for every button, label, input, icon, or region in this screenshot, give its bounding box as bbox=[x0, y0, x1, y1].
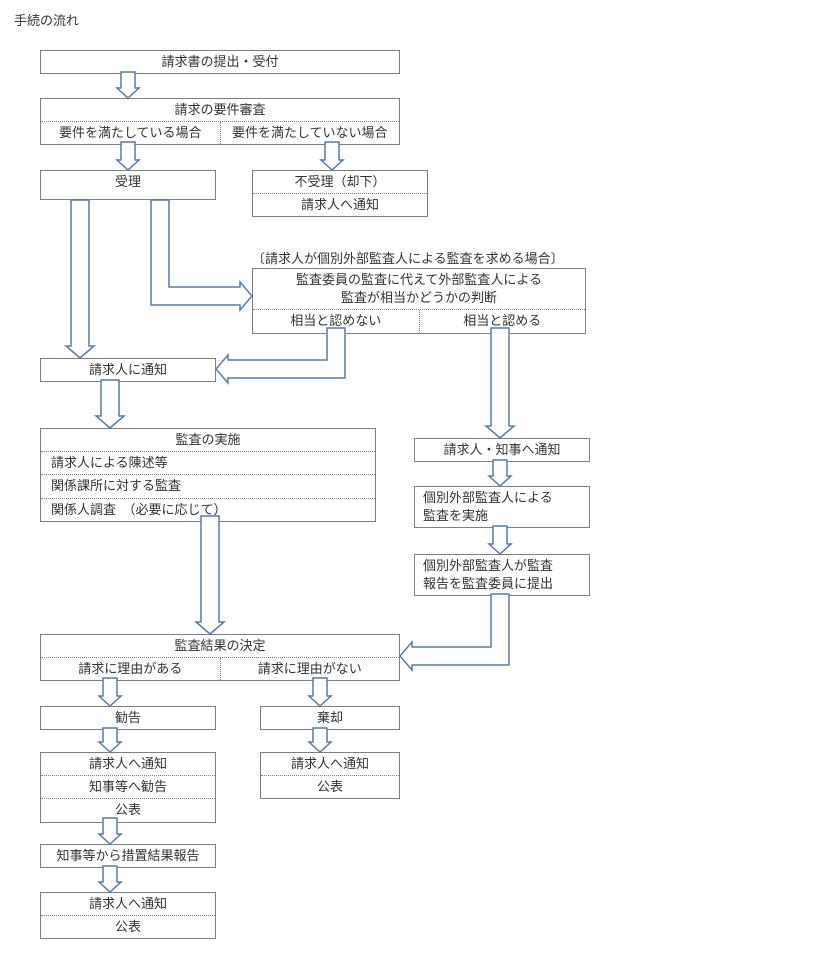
node-b16: 知事等から措置結果報告 bbox=[40, 844, 216, 868]
node-cell: 公表 bbox=[261, 776, 399, 798]
node-branch: 要件を満たしている場合 bbox=[41, 122, 221, 144]
page-title: 手続の流れ bbox=[14, 10, 79, 29]
node-b14: 請求人へ通知知事等へ勧告公表 bbox=[40, 752, 216, 823]
node-b3: 受理 bbox=[40, 170, 216, 200]
node-b5: 監査委員の監査に代えて外部監査人による監査が相当かどうかの判断相当と認めない相当… bbox=[252, 268, 586, 334]
node-line: 請求人による陳述等 bbox=[41, 452, 375, 475]
node-line: 関係課所に対する監査 bbox=[41, 475, 375, 498]
node-branch: 請求に理由がない bbox=[221, 658, 400, 680]
node-cell: 請求人へ通知 bbox=[41, 753, 215, 776]
node-b11: 監査結果の決定請求に理由がある請求に理由がない bbox=[40, 634, 400, 681]
node-cell: 請求人へ通知 bbox=[261, 753, 399, 776]
node-b10: 個別外部監査人が監査報告を監査委員に提出 bbox=[414, 554, 590, 596]
node-cell: 棄却 bbox=[261, 707, 399, 729]
node-cell: 知事等から措置結果報告 bbox=[41, 845, 215, 867]
node-cell: 不受理（却下） bbox=[253, 171, 427, 194]
node-branch: 請求に理由がある bbox=[41, 658, 221, 680]
node-b4: 不受理（却下）請求人へ通知 bbox=[252, 170, 428, 217]
node-header: 請求の要件審査 bbox=[41, 99, 399, 122]
node-line: 関係人調査 （必要に応じて） bbox=[41, 499, 375, 521]
node-cell: 請求人に通知 bbox=[41, 359, 215, 381]
node-cell: 請求書の提出・受付 bbox=[41, 51, 399, 73]
node-b8: 請求人・知事へ通知 bbox=[414, 438, 590, 462]
node-cell: 請求人へ通知 bbox=[253, 194, 427, 216]
node-cell: 請求人・知事へ通知 bbox=[415, 439, 589, 461]
node-b7: 監査の実施請求人による陳述等関係課所に対する監査関係人調査 （必要に応じて） bbox=[40, 428, 376, 522]
node-cell: 受理 bbox=[41, 171, 215, 193]
external-audit-note: 〔請求人が個別外部監査人による監査を求める場合〕 bbox=[252, 248, 564, 267]
node-header: 監査の実施 bbox=[41, 429, 375, 452]
node-header: 監査委員の監査に代えて外部監査人による監査が相当かどうかの判断 bbox=[253, 269, 585, 310]
node-branch: 相当と認める bbox=[420, 310, 586, 332]
node-b17: 請求人へ通知公表 bbox=[40, 892, 216, 939]
node-b9: 個別外部監査人による監査を実施 bbox=[414, 486, 590, 528]
node-header: 監査結果の決定 bbox=[41, 635, 399, 658]
node-b13: 棄却 bbox=[260, 706, 400, 730]
node-branch: 要件を満たしていない場合 bbox=[221, 122, 400, 144]
node-cell: 個別外部監査人による監査を実施 bbox=[415, 487, 589, 527]
node-cell: 勧告 bbox=[41, 707, 215, 729]
node-b6: 請求人に通知 bbox=[40, 358, 216, 382]
node-cell: 公表 bbox=[41, 799, 215, 821]
node-cell: 公表 bbox=[41, 916, 215, 938]
node-b2: 請求の要件審査要件を満たしている場合要件を満たしていない場合 bbox=[40, 98, 400, 145]
node-b15: 請求人へ通知公表 bbox=[260, 752, 400, 799]
node-branch: 相当と認めない bbox=[253, 310, 420, 332]
node-b12: 勧告 bbox=[40, 706, 216, 730]
node-cell: 知事等へ勧告 bbox=[41, 776, 215, 799]
node-b1: 請求書の提出・受付 bbox=[40, 50, 400, 74]
node-cell: 請求人へ通知 bbox=[41, 893, 215, 916]
node-cell: 個別外部監査人が監査報告を監査委員に提出 bbox=[415, 555, 589, 595]
